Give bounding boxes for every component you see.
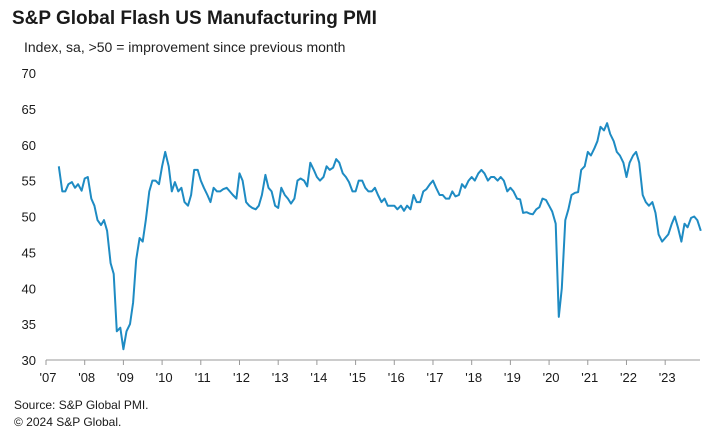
y-tick-label: 60 <box>22 138 36 153</box>
y-tick-label: 40 <box>22 281 36 296</box>
x-tick-label: '13 <box>272 370 289 385</box>
source-note: Source: S&P Global PMI. <box>14 398 149 412</box>
x-tick-label: '11 <box>195 370 211 385</box>
x-tick-label: '23 <box>659 370 676 385</box>
x-axis: '07 '08 '09 '10 '11 '12 '13 '14 '15 '16 '17 '18 '19 '… <box>40 360 676 385</box>
y-tick-label: 50 <box>22 210 36 225</box>
x-tick-label: '07 <box>40 370 57 385</box>
x-tick-label: '20 <box>543 370 560 385</box>
x-tick-label: '19 <box>504 370 521 385</box>
x-tick-label: '09 <box>117 370 134 385</box>
x-tick-label: '14 <box>310 370 327 385</box>
x-tick-label: '10 <box>156 370 173 385</box>
y-tick-label: 35 <box>22 317 36 332</box>
pmi-series-line <box>57 122 702 351</box>
y-tick-label: 30 <box>22 353 36 368</box>
y-tick-label: 70 <box>22 66 36 81</box>
y-axis: 30 35 40 45 50 55 60 65 70 <box>22 66 36 368</box>
chart-title: S&P Global Flash US Manufacturing PMI <box>12 8 377 29</box>
x-tick-label: '21 <box>581 370 598 385</box>
y-tick-label: 45 <box>22 245 36 260</box>
chart-footer: Source: S&P Global PMI. © 2024 S&P Globa… <box>14 397 149 431</box>
x-tick-label: '22 <box>620 370 637 385</box>
x-tick-label: '17 <box>427 370 444 385</box>
y-tick-label: 55 <box>22 174 36 189</box>
x-tick-label: '18 <box>465 370 482 385</box>
x-tick-label: '15 <box>349 370 366 385</box>
copyright-note: © 2024 S&P Global. <box>14 415 122 429</box>
x-tick-label: '08 <box>78 370 95 385</box>
pmi-line-chart: 30 35 40 45 50 55 60 65 70 '07 '08 '09 '10 '11 '12 '13… <box>22 66 702 385</box>
y-tick-label: 65 <box>22 102 36 117</box>
x-tick-label: '16 <box>388 370 405 385</box>
x-tick-label: '12 <box>233 370 250 385</box>
chart-subtitle: Index, sa, >50 = improvement since previ… <box>24 39 346 55</box>
